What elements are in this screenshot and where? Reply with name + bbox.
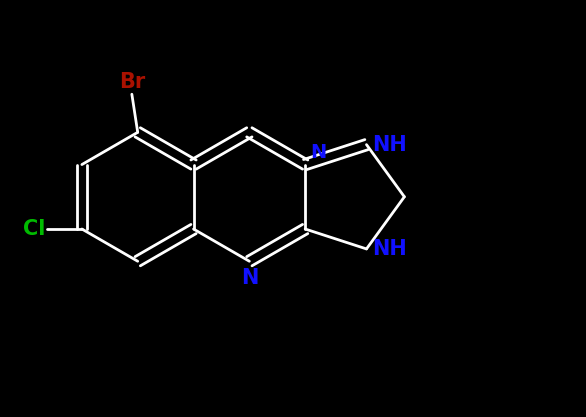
Text: NH: NH <box>372 135 407 155</box>
Text: Br: Br <box>119 73 145 93</box>
Text: N: N <box>310 143 326 162</box>
Text: Cl: Cl <box>23 219 46 239</box>
Text: N: N <box>241 268 258 288</box>
Text: NH: NH <box>372 239 407 259</box>
